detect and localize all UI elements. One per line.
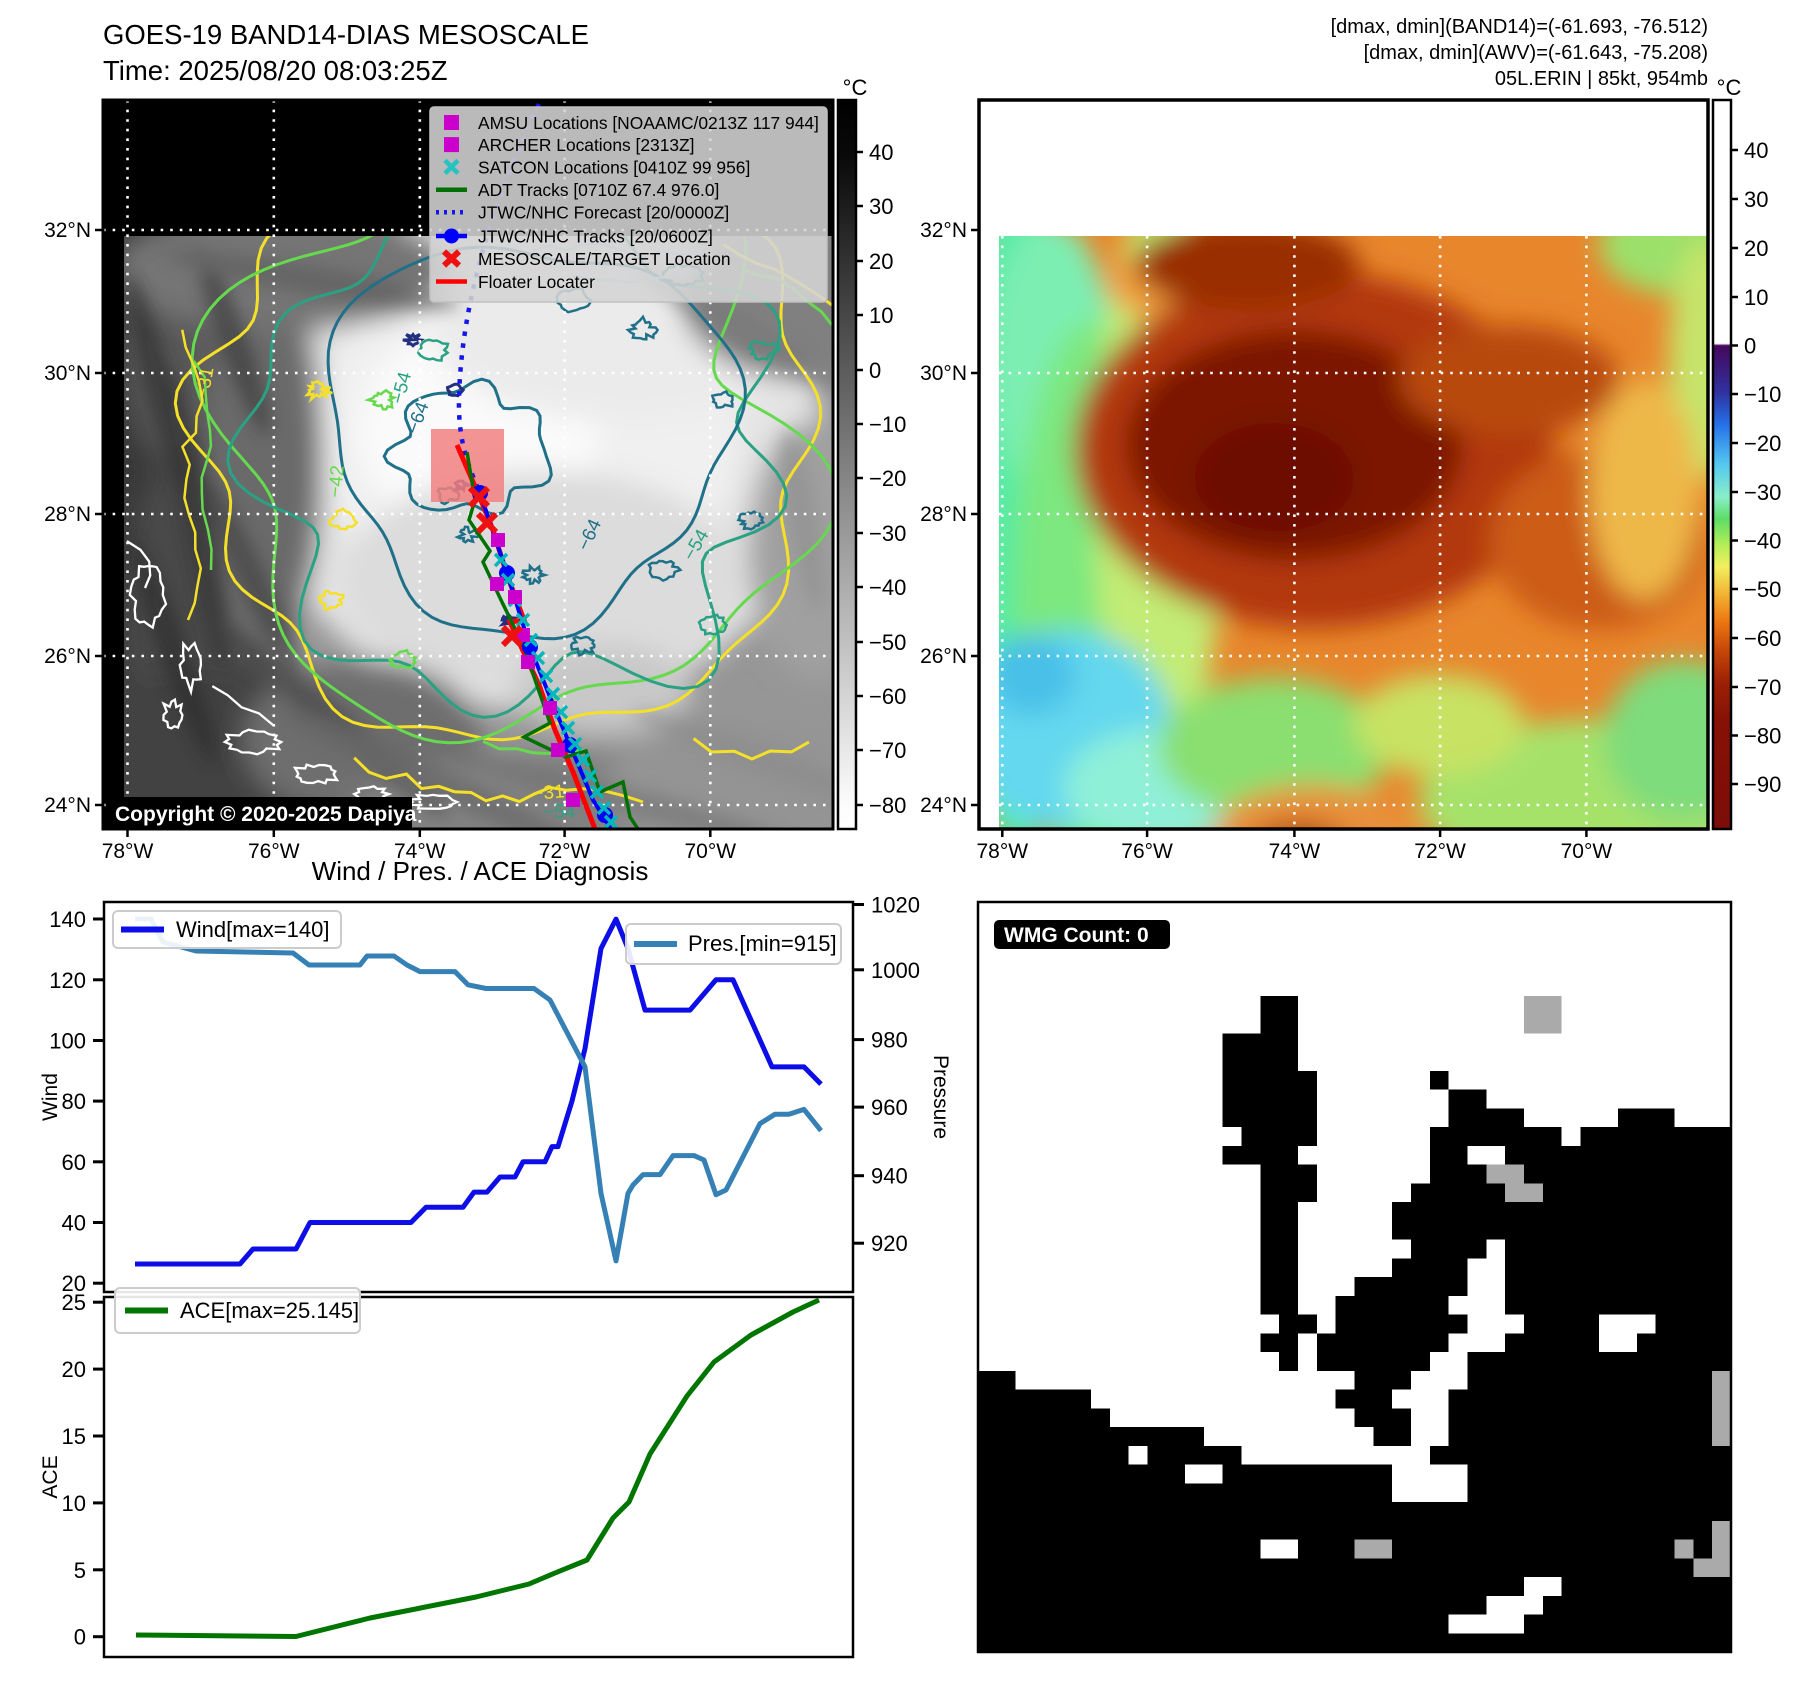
svg-text:−60: −60 xyxy=(1744,626,1781,651)
svg-text:20: 20 xyxy=(62,1271,86,1296)
svg-text:Wind[max=140]: Wind[max=140] xyxy=(176,917,329,942)
svg-text:120: 120 xyxy=(49,968,86,993)
svg-text:30: 30 xyxy=(1744,187,1768,212)
svg-text:80: 80 xyxy=(62,1089,86,1114)
svg-text:10: 10 xyxy=(1744,285,1768,310)
svg-text:40: 40 xyxy=(869,140,893,165)
svg-text:ARCHER Locations [2313Z]: ARCHER Locations [2313Z] xyxy=(478,135,695,155)
svg-text:−80: −80 xyxy=(1744,724,1781,749)
svg-text:72°W: 72°W xyxy=(539,840,591,863)
svg-text:74°W: 74°W xyxy=(1269,840,1321,863)
svg-text:−80: −80 xyxy=(869,793,906,818)
svg-text:−70: −70 xyxy=(869,738,906,763)
svg-text:0: 0 xyxy=(869,358,881,383)
svg-text:JTWC/NHC Forecast [20/0000Z]: JTWC/NHC Forecast [20/0000Z] xyxy=(478,203,729,223)
svg-text:−90: −90 xyxy=(1744,772,1781,797)
svg-text:[dmax, dmin](AWV)=(-61.643, -7: [dmax, dmin](AWV)=(-61.643, -75.208) xyxy=(1364,42,1708,64)
svg-text:Wind / Pres. / ACE Diagnosis: Wind / Pres. / ACE Diagnosis xyxy=(312,856,649,886)
svg-text:Wind: Wind xyxy=(39,1073,62,1121)
svg-text:−30: −30 xyxy=(869,521,906,546)
svg-text:°C: °C xyxy=(1717,75,1742,100)
svg-text:10: 10 xyxy=(869,303,893,328)
svg-text:40: 40 xyxy=(1744,138,1768,163)
svg-text:−20: −20 xyxy=(1744,431,1781,456)
svg-text:920: 920 xyxy=(871,1231,908,1256)
svg-text:28°N: 28°N xyxy=(44,503,91,526)
svg-text:30°N: 30°N xyxy=(44,362,91,385)
svg-text:−60: −60 xyxy=(869,684,906,709)
svg-text:ACE[max=25.145]: ACE[max=25.145] xyxy=(180,1298,359,1323)
svg-text:−30: −30 xyxy=(1744,480,1781,505)
svg-text:Pressure: Pressure xyxy=(929,1055,952,1139)
svg-text:[dmax, dmin](BAND14)=(-61.693,: [dmax, dmin](BAND14)=(-61.693, -76.512) xyxy=(1331,16,1708,38)
svg-text:24°N: 24°N xyxy=(920,794,967,817)
svg-text:−50: −50 xyxy=(1744,577,1781,602)
svg-text:72°W: 72°W xyxy=(1414,840,1466,863)
svg-text:940: 940 xyxy=(871,1164,908,1189)
svg-text:−50: −50 xyxy=(869,630,906,655)
svg-text:15: 15 xyxy=(62,1424,86,1449)
svg-text:100: 100 xyxy=(49,1029,86,1054)
svg-text:MESOSCALE/TARGET Location: MESOSCALE/TARGET Location xyxy=(478,249,731,269)
svg-text:20: 20 xyxy=(1744,236,1768,261)
svg-text:26°N: 26°N xyxy=(920,645,967,668)
svg-text:SATCON Locations [0410Z 99 956: SATCON Locations [0410Z 99 956] xyxy=(478,157,750,177)
svg-text:0: 0 xyxy=(1744,334,1756,359)
svg-text:Time: 2025/08/20 08:03:25Z: Time: 2025/08/20 08:03:25Z xyxy=(103,55,448,86)
svg-text:78°W: 78°W xyxy=(977,840,1029,863)
svg-text:140: 140 xyxy=(49,907,86,932)
svg-text:26°N: 26°N xyxy=(44,645,91,668)
svg-text:JTWC/NHC Tracks [20/0600Z]: JTWC/NHC Tracks [20/0600Z] xyxy=(478,227,713,247)
svg-text:20: 20 xyxy=(869,249,893,274)
svg-text:WMG Count: 0: WMG Count: 0 xyxy=(1004,924,1149,947)
svg-text:5: 5 xyxy=(74,1558,86,1583)
svg-text:−40: −40 xyxy=(1744,529,1781,554)
svg-text:70°W: 70°W xyxy=(1561,840,1613,863)
svg-text:−31: −31 xyxy=(532,781,566,805)
svg-text:980: 980 xyxy=(871,1028,908,1053)
svg-text:78°W: 78°W xyxy=(102,840,154,863)
svg-text:Floater Locater: Floater Locater xyxy=(478,272,595,292)
svg-text:Copyright © 2020-2025 Dapiya: Copyright © 2020-2025 Dapiya xyxy=(115,803,417,826)
svg-text:AMSU Locations [NOAAMC/0213Z 1: AMSU Locations [NOAAMC/0213Z 117 944] xyxy=(478,113,819,133)
svg-text:10: 10 xyxy=(62,1491,86,1516)
svg-text:0: 0 xyxy=(74,1625,86,1650)
svg-text:60: 60 xyxy=(62,1150,86,1175)
svg-text:74°W: 74°W xyxy=(394,840,446,863)
svg-text:30°N: 30°N xyxy=(920,362,967,385)
svg-text:°C: °C xyxy=(843,75,868,100)
svg-text:1020: 1020 xyxy=(871,893,920,918)
svg-text:32°N: 32°N xyxy=(920,219,967,242)
svg-text:25: 25 xyxy=(62,1290,86,1315)
svg-text:−20: −20 xyxy=(869,466,906,491)
svg-text:70°W: 70°W xyxy=(685,840,737,863)
svg-text:32°N: 32°N xyxy=(44,219,91,242)
svg-text:05L.ERIN | 85kt, 954mb: 05L.ERIN | 85kt, 954mb xyxy=(1495,68,1708,90)
svg-text:20: 20 xyxy=(62,1357,86,1382)
svg-text:ACE: ACE xyxy=(39,1455,62,1498)
svg-text:40: 40 xyxy=(62,1211,86,1236)
svg-text:−10: −10 xyxy=(869,412,906,437)
svg-text:30: 30 xyxy=(869,194,893,219)
svg-text:ADT Tracks [0710Z 67.4 976.0]: ADT Tracks [0710Z 67.4 976.0] xyxy=(478,180,719,200)
svg-text:1000: 1000 xyxy=(871,958,920,983)
svg-text:−42: −42 xyxy=(325,464,349,498)
svg-text:−10: −10 xyxy=(1744,382,1781,407)
svg-text:GOES-19 BAND14-DIAS MESOSCALE: GOES-19 BAND14-DIAS MESOSCALE xyxy=(103,19,589,50)
svg-text:76°W: 76°W xyxy=(1121,840,1173,863)
svg-text:Pres.[min=915]: Pres.[min=915] xyxy=(688,931,837,956)
svg-text:−40: −40 xyxy=(869,575,906,600)
svg-text:28°N: 28°N xyxy=(920,503,967,526)
svg-text:960: 960 xyxy=(871,1095,908,1120)
svg-text:24°N: 24°N xyxy=(44,794,91,817)
svg-text:−70: −70 xyxy=(1744,675,1781,700)
svg-text:−54: −54 xyxy=(543,802,576,823)
svg-text:76°W: 76°W xyxy=(248,840,300,863)
